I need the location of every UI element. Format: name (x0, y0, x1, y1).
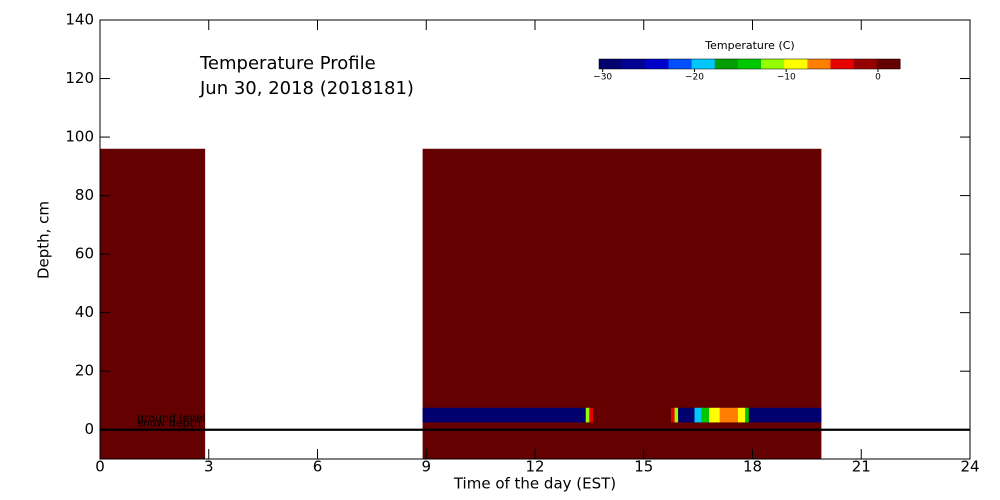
heatmap-cell (674, 407, 679, 423)
x-tick-label: 9 (421, 458, 431, 476)
heatmap-cell (694, 407, 702, 423)
colorbar-segment (691, 59, 716, 69)
reference-line-label: ground level (137, 412, 206, 425)
heatmap-cell (719, 407, 738, 423)
reference-line-label: snow depth (137, 417, 201, 430)
heatmap-cell (701, 407, 709, 423)
colorbar-segment (784, 59, 808, 69)
heatmap-cell (738, 407, 746, 423)
x-tick-label: 21 (852, 458, 871, 476)
heatmap-cell (678, 407, 695, 423)
colorbar-tick-label: −20 (685, 73, 704, 83)
x-tick-label: 18 (743, 458, 762, 476)
y-tick-label: 100 (65, 128, 94, 146)
y-tick-label: 20 (75, 362, 94, 380)
colorbar-segment (830, 59, 855, 69)
colorbar-segment (876, 59, 901, 69)
y-tick-label: 140 (65, 11, 94, 29)
heatmap-cell (585, 407, 590, 423)
heatmap-cell (422, 407, 586, 423)
colorbar-title: Temperature (C) (704, 39, 794, 52)
x-tick-label: 0 (95, 458, 105, 476)
colorbar-segment (761, 59, 785, 69)
colorbar-segment (737, 59, 762, 69)
y-axis-label: Depth, cm (35, 201, 53, 279)
colorbar-tick-label: −30 (593, 73, 612, 83)
y-tick-label: 40 (75, 303, 94, 321)
y-tick-label: 0 (84, 420, 94, 438)
colorbar-tick-label: 0 (875, 73, 881, 83)
x-tick-label: 24 (960, 458, 979, 476)
chart-title: Temperature Profile (199, 53, 376, 74)
heatmap-cell (100, 148, 206, 460)
colorbar-segment (853, 59, 878, 69)
y-tick-label: 80 (75, 186, 94, 204)
colorbar-segment (645, 59, 669, 69)
heatmap-cell (670, 407, 675, 423)
colorbar-tick-label: −10 (777, 73, 796, 83)
heatmap-cell (422, 148, 822, 460)
y-tick-label: 120 (65, 69, 94, 87)
chart-subtitle: Jun 30, 2018 (2018181) (199, 78, 414, 99)
colorbar-segment (622, 59, 646, 69)
y-tick-label: 60 (75, 245, 94, 263)
heatmap-cell (745, 407, 749, 423)
x-axis-label: Time of the day (EST) (453, 475, 616, 493)
colorbar-segment (714, 59, 739, 69)
colorbar-segment (599, 59, 623, 69)
x-tick-label: 15 (634, 458, 653, 476)
heatmap-cell (589, 407, 593, 423)
x-tick-label: 12 (525, 458, 544, 476)
x-tick-label: 3 (204, 458, 214, 476)
colorbar-segment (807, 59, 832, 69)
x-tick-label: 6 (313, 458, 323, 476)
heatmap-cell (709, 407, 720, 423)
colorbar-segment (668, 59, 693, 69)
colorbar-frame (598, 58, 901, 70)
heatmap-cell (748, 407, 822, 423)
